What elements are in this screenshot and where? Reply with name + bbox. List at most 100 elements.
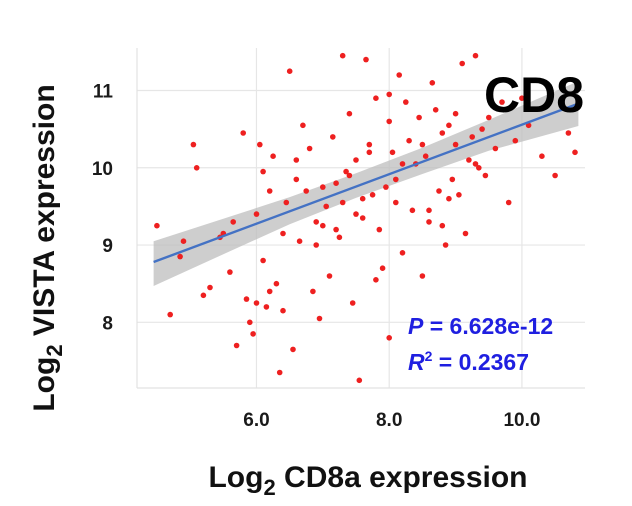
data-point [539, 153, 545, 159]
data-point [167, 311, 173, 318]
data-point [323, 203, 330, 210]
data-point [290, 346, 296, 353]
corner-label: CD8 [484, 67, 584, 123]
y-tick-labels: 8 9 10 11 [92, 82, 114, 335]
data-point [452, 110, 459, 117]
data-point [389, 149, 396, 156]
data-point [180, 238, 187, 244]
plot-frame [136, 48, 585, 389]
data-point [300, 122, 306, 129]
data-point [426, 219, 432, 225]
data-point [320, 222, 326, 229]
data-point [313, 242, 320, 248]
y-tick-label: 8 [102, 313, 113, 334]
data-point [383, 184, 389, 190]
data-point [320, 184, 326, 190]
data-point [233, 342, 240, 349]
data-point [253, 300, 260, 306]
data-point [552, 172, 558, 179]
data-point [399, 250, 406, 256]
y-tick-label: 11 [93, 82, 114, 103]
p-value-annotation: P = 6.628e-12 [408, 313, 553, 339]
x-tick-label: 8.0 [376, 410, 402, 431]
r-symbol: R [408, 349, 425, 375]
p-symbol: P [408, 313, 424, 339]
data-point [333, 180, 339, 186]
data-point [436, 188, 442, 194]
data-point [207, 284, 213, 291]
data-point [373, 95, 379, 101]
data-point [250, 331, 256, 337]
data-point [343, 168, 349, 175]
data-point [466, 157, 472, 163]
r2-superscript: 2 [425, 348, 433, 364]
data-point [379, 265, 386, 272]
data-point [476, 165, 482, 171]
data-point [310, 288, 316, 295]
data-point [519, 95, 525, 101]
data-point [565, 130, 572, 136]
y-axis-title-suffix: VISTA expression [28, 84, 61, 344]
data-point [296, 238, 303, 244]
regression-line [153, 102, 579, 264]
data-point [386, 91, 393, 98]
data-point [366, 149, 373, 156]
data-point [442, 242, 449, 248]
data-point [406, 137, 412, 144]
data-point [316, 315, 323, 322]
data-point [333, 226, 339, 233]
data-point [446, 195, 452, 202]
data-point [462, 230, 469, 237]
data-point [336, 234, 343, 241]
data-point [446, 122, 452, 129]
y-tick-label: 10 [92, 159, 113, 180]
data-point [240, 130, 246, 136]
data-point [426, 207, 432, 214]
data-point [266, 188, 273, 194]
data-point [260, 168, 266, 175]
data-point [193, 165, 200, 171]
data-point [373, 277, 379, 283]
x-tick-labels: 6.0 8.0 10.0 [243, 410, 540, 431]
data-point [330, 134, 336, 140]
x-axis-title: Log2 CD8a expression [208, 461, 527, 500]
data-point [439, 130, 446, 136]
data-point [472, 52, 479, 59]
data-point [303, 188, 310, 194]
data-point [399, 161, 406, 167]
data-point [266, 288, 273, 295]
y-axis-title-prefix: Log [28, 357, 61, 412]
r2-value: = 0.2367 [432, 349, 529, 375]
data-point [486, 114, 492, 121]
data-point [243, 296, 250, 302]
data-point [419, 141, 426, 148]
data-point [459, 60, 466, 67]
data-point [273, 280, 280, 287]
data-point [227, 269, 233, 275]
data-point [386, 118, 393, 125]
data-point [505, 199, 512, 206]
data-point [154, 222, 160, 229]
p-value: = 6.628e-12 [423, 313, 553, 339]
data-point [432, 107, 439, 113]
data-point [270, 153, 276, 159]
data-point [479, 126, 485, 132]
data-point [346, 172, 353, 179]
data-point [499, 99, 505, 105]
x-tick-label: 10.0 [503, 410, 540, 431]
x-axis-title-subscript: 2 [263, 475, 275, 500]
r2-annotation: R2 = 0.2367 [408, 348, 529, 375]
data-point [416, 114, 422, 121]
data-point [452, 141, 459, 148]
y-axis-title: Log2 VISTA expression [28, 84, 67, 411]
data-point [472, 161, 479, 167]
data-point [572, 149, 578, 156]
data-point [177, 253, 183, 260]
data-point [396, 72, 403, 78]
x-tick-label: 6.0 [243, 410, 269, 431]
data-point [346, 110, 353, 117]
data-point [230, 219, 236, 225]
data-point [293, 157, 300, 163]
data-point [386, 335, 393, 341]
